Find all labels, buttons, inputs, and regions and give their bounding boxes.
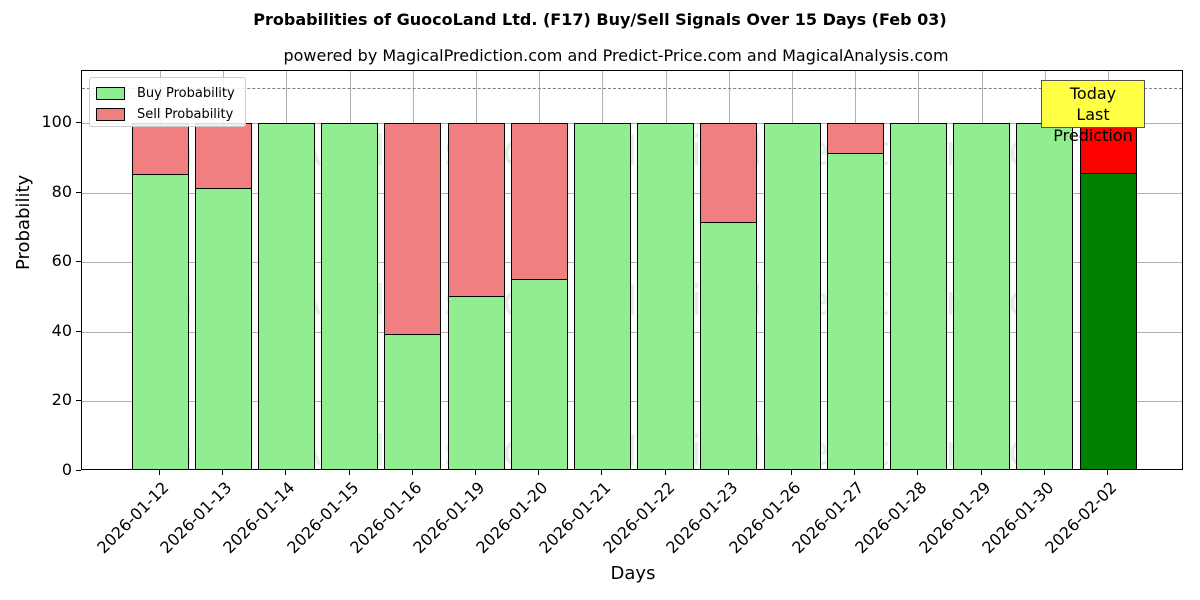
buy-bar <box>953 123 1011 469</box>
x-tick-mark <box>664 470 666 475</box>
y-tick-label: 100 <box>41 112 72 132</box>
sell-bar <box>826 123 884 154</box>
x-tick-mark <box>411 470 413 475</box>
annotation-line1: Today <box>1069 84 1117 103</box>
sell-bar <box>510 123 568 281</box>
buy-bar <box>321 123 379 469</box>
y-tick-mark <box>76 400 81 402</box>
x-tick-mark <box>285 470 287 475</box>
buy-bar <box>637 123 695 469</box>
today-annotation: Today Last Prediction <box>1041 80 1145 145</box>
x-tick-mark <box>601 470 603 475</box>
y-tick-mark <box>76 470 81 471</box>
x-tick-mark <box>1107 470 1108 475</box>
chart-subtitle: powered by MagicalPrediction.com and Pre… <box>283 46 949 65</box>
x-tick-mark <box>727 470 729 475</box>
y-tick-mark <box>76 330 81 332</box>
y-tick-label: 60 <box>51 251 72 271</box>
buy-bar <box>194 187 252 469</box>
x-tick-mark <box>980 470 982 475</box>
x-tick-mark <box>917 470 919 475</box>
sell-bar <box>131 123 189 175</box>
buy-bar <box>1079 173 1137 469</box>
buy-bar <box>763 123 821 469</box>
y-tick-mark <box>76 122 81 124</box>
buy-bar <box>510 279 568 469</box>
legend: Buy Probability Sell Probability <box>89 77 246 127</box>
sell-bar <box>700 123 758 223</box>
legend-item-buy: Buy Probability <box>96 85 235 101</box>
buy-swatch-icon <box>96 86 125 100</box>
gridline-horizontal <box>82 192 1182 194</box>
buy-bar <box>257 123 315 469</box>
x-tick-mark <box>1043 470 1045 475</box>
gridline-horizontal <box>82 262 1182 264</box>
y-tick-label: 80 <box>51 181 72 201</box>
y-tick-label: 40 <box>51 320 72 340</box>
sell-bar <box>384 123 442 335</box>
annotation-line2: Last Prediction <box>1053 105 1133 145</box>
x-tick-mark <box>791 470 792 475</box>
plot-area: MagicalAnalysis.comMagicalPrediction.com… <box>81 70 1183 470</box>
x-tick-mark <box>159 470 160 475</box>
sell-bar <box>1079 123 1137 175</box>
legend-item-sell: Sell Probability <box>96 106 233 122</box>
buy-bar <box>573 123 631 469</box>
buy-bar <box>889 123 947 469</box>
buy-bar <box>384 333 442 469</box>
chart-title: Probabilities of GuocoLand Ltd. (F17) Bu… <box>253 10 947 29</box>
buy-bar <box>700 221 758 469</box>
sell-bar <box>447 123 505 298</box>
x-tick-mark <box>475 470 476 475</box>
y-tick-mark <box>76 191 81 193</box>
legend-sell-label: Sell Probability <box>137 106 234 122</box>
y-tick-mark <box>76 261 81 263</box>
buy-bar <box>131 173 189 469</box>
buy-bar <box>1016 123 1074 469</box>
sell-bar <box>194 123 252 189</box>
x-axis-label: Days <box>610 563 656 584</box>
x-tick-mark <box>222 470 224 475</box>
buy-bar <box>826 152 884 469</box>
x-tick-mark <box>538 470 540 475</box>
sell-swatch-icon <box>96 107 125 121</box>
gridline-horizontal <box>82 331 1182 333</box>
reference-dashed-line <box>82 88 1182 90</box>
buy-bar <box>447 296 505 469</box>
y-axis-label: Probability <box>13 174 34 270</box>
x-tick-mark <box>348 470 350 475</box>
x-tick-mark <box>854 470 856 475</box>
y-tick-label: 20 <box>51 390 72 410</box>
y-tick-label: 0 <box>61 460 72 479</box>
gridline-horizontal <box>82 401 1182 403</box>
gridline-horizontal <box>82 123 1182 125</box>
legend-buy-label: Buy Probability <box>137 85 235 101</box>
